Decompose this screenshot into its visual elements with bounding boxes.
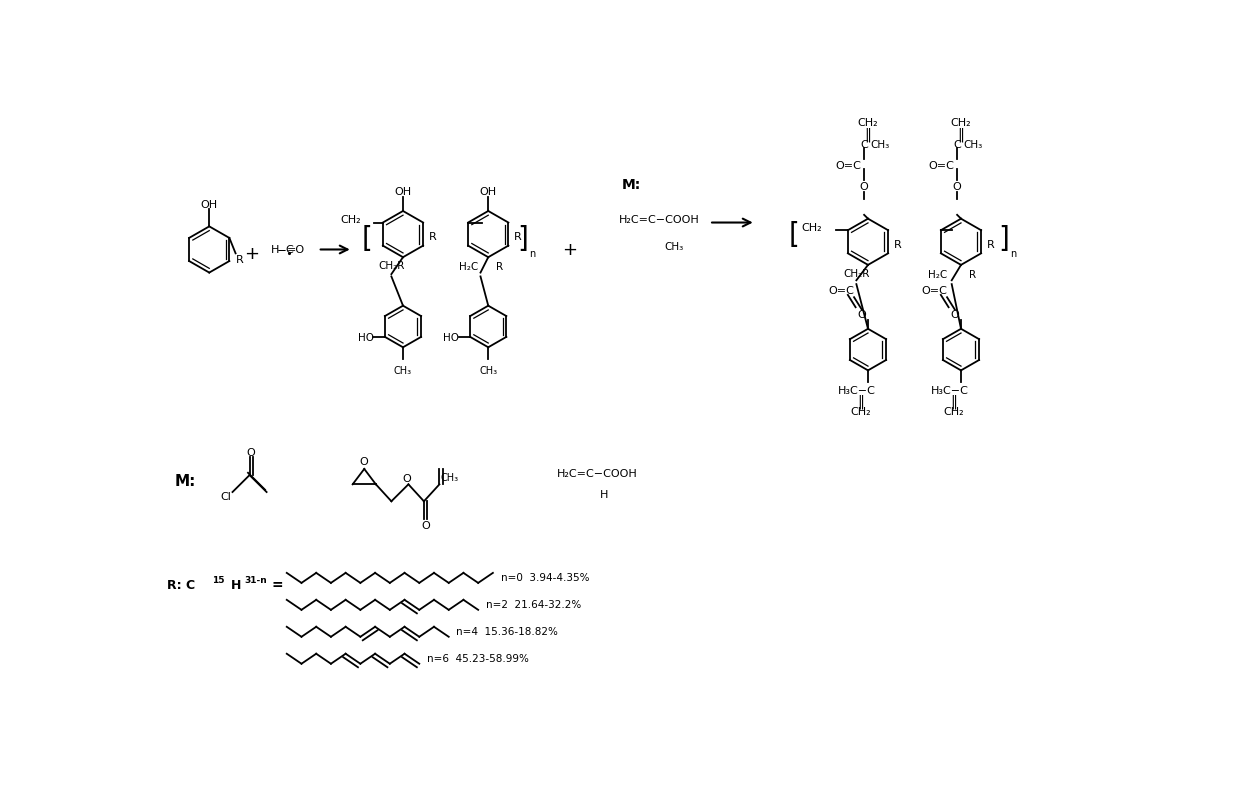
Text: CH₃: CH₃ [479, 365, 497, 376]
Text: H₂C: H₂C [459, 262, 479, 272]
Text: OH: OH [394, 187, 412, 197]
Text: =: = [272, 577, 283, 592]
Text: CH₃: CH₃ [665, 242, 684, 251]
Text: [: [ [789, 221, 800, 249]
Text: H: H [231, 578, 242, 591]
Text: ‖: ‖ [957, 128, 965, 142]
Text: H: H [270, 245, 279, 255]
Text: R: C: R: C [166, 578, 195, 591]
Text: CH₂R: CH₂R [378, 260, 404, 271]
Text: O: O [857, 310, 867, 320]
Text: R: R [970, 270, 976, 279]
Text: O: O [952, 182, 961, 192]
Text: CH₂: CH₂ [942, 406, 963, 417]
Text: O: O [247, 447, 255, 458]
Text: O: O [403, 474, 412, 483]
Text: HO: HO [443, 332, 459, 342]
Text: n=6  45.23-58.99%: n=6 45.23-58.99% [427, 653, 529, 662]
Text: CH₃: CH₃ [963, 140, 982, 150]
Text: ]: ] [998, 225, 1009, 253]
Text: CH₂: CH₂ [951, 118, 971, 128]
Text: HO: HO [357, 332, 373, 342]
Text: R: R [513, 232, 522, 242]
Text: ‖: ‖ [857, 394, 864, 409]
Text: O: O [422, 520, 430, 531]
Text: CH₂: CH₂ [858, 118, 878, 128]
Text: H₂C=C−COOH: H₂C=C−COOH [619, 214, 699, 224]
Text: R: R [429, 232, 436, 242]
Text: O=C: O=C [828, 285, 854, 296]
Text: M:: M: [175, 474, 196, 488]
Text: −: − [278, 243, 286, 257]
Text: n=0  3.94-4.35%: n=0 3.94-4.35% [501, 572, 589, 582]
Text: CH₃: CH₃ [440, 472, 459, 482]
Text: H₃C−C: H₃C−C [837, 385, 875, 395]
Text: [: [ [361, 225, 372, 253]
Text: n: n [1011, 249, 1017, 259]
Text: CH₃: CH₃ [394, 365, 412, 376]
Text: =O: =O [286, 245, 305, 255]
Text: +: + [244, 245, 259, 263]
Text: R: R [236, 255, 243, 264]
Text: O=C: O=C [836, 161, 862, 170]
Text: O=C: O=C [929, 161, 955, 170]
Text: CH₂R: CH₂R [843, 268, 869, 278]
Text: OH: OH [480, 187, 497, 197]
Text: OH: OH [201, 200, 218, 210]
Text: O: O [360, 457, 368, 467]
Text: CH₂: CH₂ [802, 223, 822, 233]
Text: C: C [285, 245, 293, 255]
Text: O: O [950, 310, 960, 320]
Text: +: + [562, 241, 577, 259]
Text: n: n [529, 249, 536, 259]
Text: ‖: ‖ [950, 394, 957, 409]
Text: H: H [600, 490, 609, 499]
Text: ‖: ‖ [864, 128, 872, 142]
Text: 31-n: 31-n [244, 575, 267, 584]
Text: n=2  21.64-32.2%: n=2 21.64-32.2% [486, 599, 582, 609]
Text: C: C [954, 140, 961, 150]
Text: 15: 15 [212, 575, 224, 584]
Text: M:: M: [622, 177, 641, 192]
Text: CH₃: CH₃ [870, 140, 889, 150]
Text: R: R [987, 240, 994, 250]
Text: n=4  15.36-18.82%: n=4 15.36-18.82% [456, 626, 558, 636]
Text: C: C [861, 140, 868, 150]
Text: R: R [496, 262, 503, 272]
Text: O=C: O=C [921, 285, 947, 296]
Text: CH₂: CH₂ [341, 215, 361, 225]
Text: O: O [859, 182, 868, 192]
Text: CH₂: CH₂ [849, 406, 870, 417]
Text: H₂C: H₂C [928, 270, 947, 279]
Text: H₃C−C: H₃C−C [930, 385, 968, 395]
Text: R: R [894, 240, 901, 250]
Text: Cl: Cl [221, 491, 232, 501]
Text: H₂C=C−COOH: H₂C=C−COOH [557, 468, 637, 478]
Text: ]: ] [517, 225, 528, 253]
